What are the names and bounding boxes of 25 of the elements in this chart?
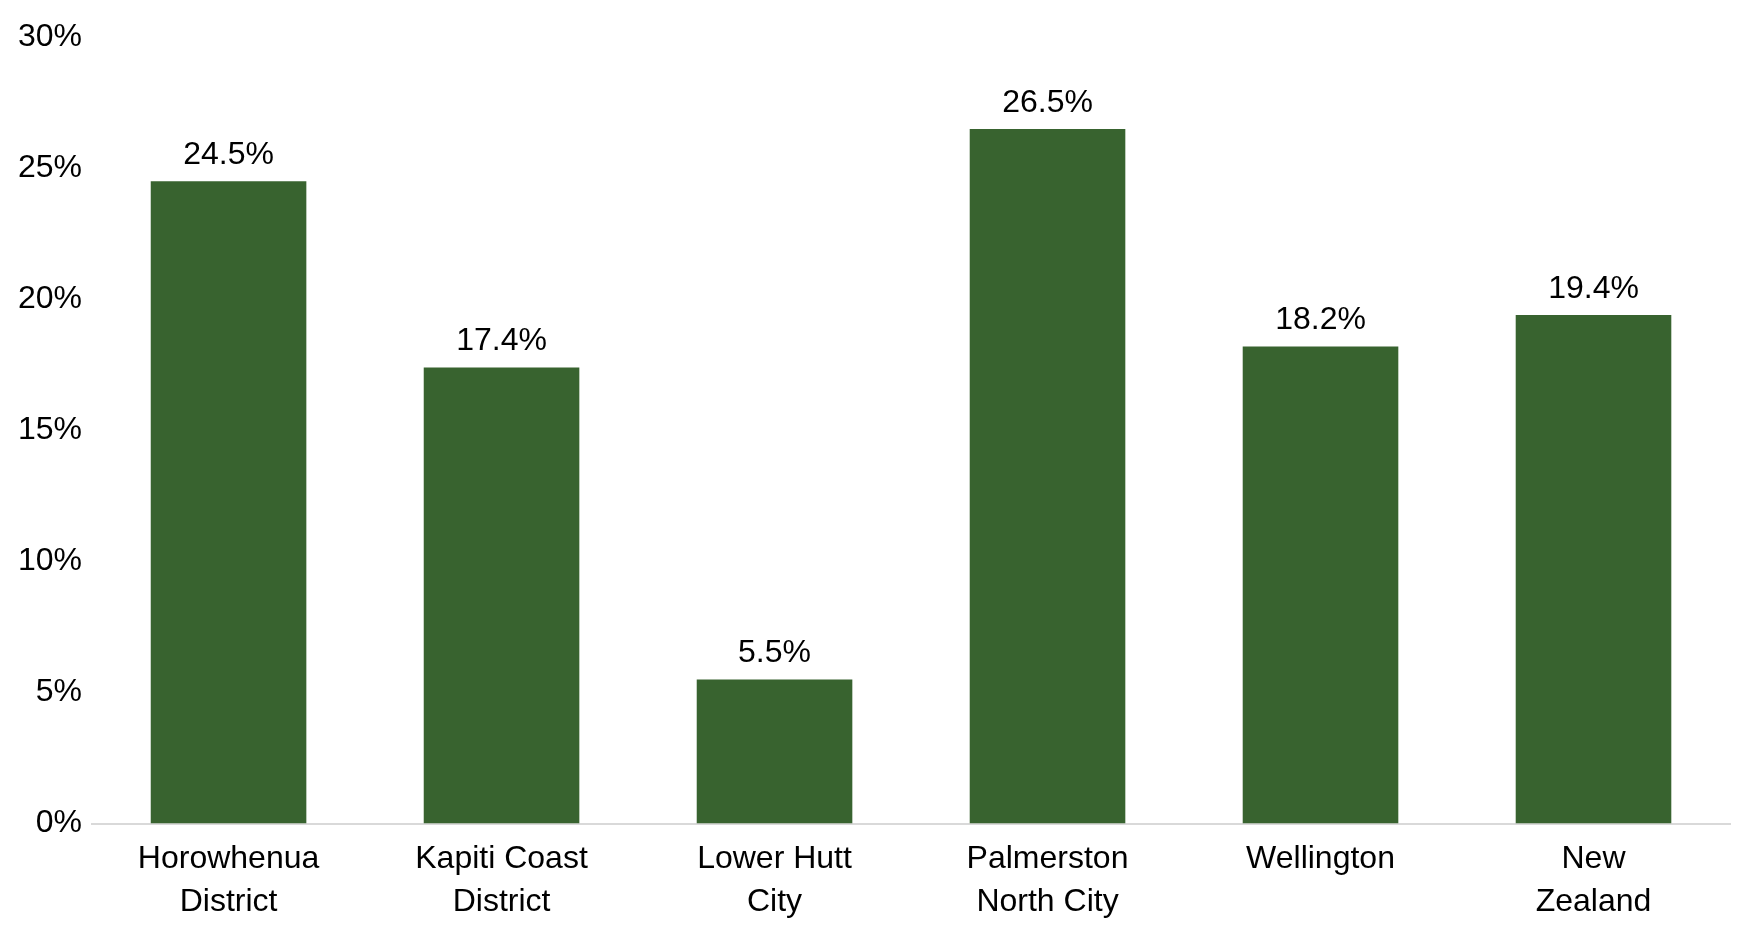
bar — [150, 181, 307, 824]
y-tick-label: 15% — [18, 410, 83, 447]
data-label: 19.4% — [1548, 268, 1639, 305]
bar — [969, 128, 1126, 824]
data-label: 17.4% — [456, 321, 547, 358]
x-tick-label: Kapiti Coast District — [415, 839, 588, 919]
y-tick-label: 0% — [35, 803, 83, 840]
bar — [423, 367, 580, 824]
x-tick-label: Wellington — [1246, 839, 1395, 876]
x-tick-label: Lower Hutt City — [697, 839, 852, 919]
bar — [1515, 315, 1672, 824]
x-tick-label: Horowhenua District — [137, 839, 320, 919]
x-tick-label: New Zealand — [1535, 839, 1652, 919]
x-tick-label: Palmerston North City — [966, 839, 1129, 919]
bar — [696, 679, 853, 824]
data-label: 5.5% — [738, 633, 811, 670]
data-label: 18.2% — [1275, 300, 1366, 337]
bar — [1242, 346, 1399, 824]
y-tick-label: 25% — [18, 148, 83, 185]
data-label: 26.5% — [1002, 82, 1093, 119]
data-label: 24.5% — [183, 135, 274, 172]
y-tick-label: 20% — [18, 279, 83, 316]
y-tick-label: 10% — [18, 541, 83, 578]
y-tick-label: 5% — [35, 672, 83, 709]
y-tick-label: 30% — [18, 17, 83, 54]
